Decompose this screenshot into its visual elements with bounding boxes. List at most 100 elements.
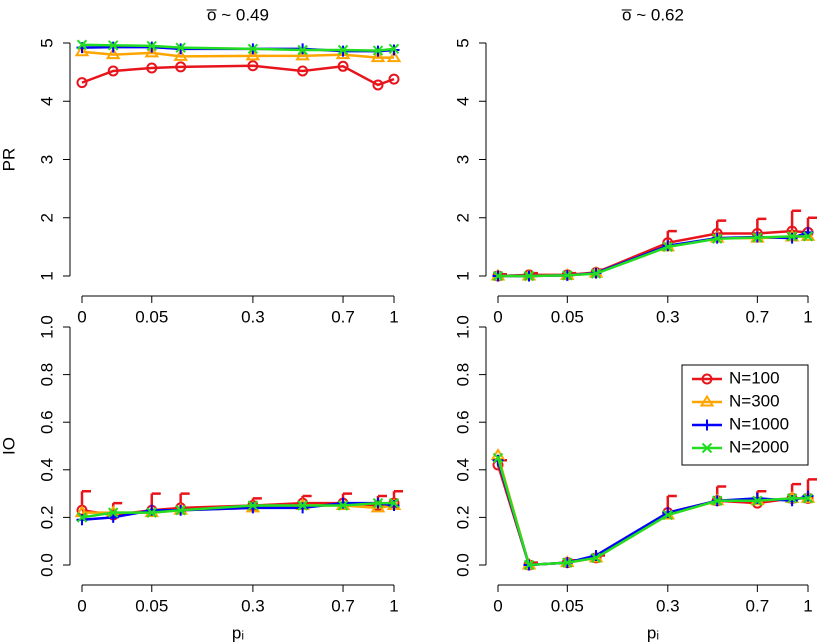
marker — [711, 233, 723, 244]
y-tick-label: 2 — [453, 213, 472, 222]
x-tick-label: 1 — [389, 307, 398, 326]
marker — [337, 60, 349, 72]
y-tick-label: 0.6 — [37, 410, 56, 434]
marker — [74, 44, 90, 57]
y-axis-label: IO — [0, 437, 18, 455]
marker — [562, 270, 573, 281]
marker — [388, 497, 400, 509]
marker — [76, 512, 88, 523]
marker — [562, 557, 573, 568]
marker — [107, 507, 119, 518]
marker — [590, 268, 602, 279]
marker — [337, 500, 349, 511]
marker — [245, 48, 261, 61]
y-tick-label: 0.6 — [453, 410, 472, 434]
y-tick-label: 4 — [37, 97, 56, 106]
marker — [492, 270, 504, 282]
y-tick-label: 1.0 — [453, 315, 472, 339]
x-tick-label: 0.3 — [241, 307, 265, 326]
marker — [146, 40, 157, 52]
marker — [386, 50, 402, 63]
marker — [370, 50, 386, 63]
x-tick-label: 1 — [803, 596, 812, 615]
series-line — [81, 50, 394, 59]
marker — [802, 493, 814, 504]
marker — [388, 43, 400, 55]
marker — [802, 231, 814, 242]
marker — [175, 505, 186, 516]
y-tick-label: 4 — [453, 97, 472, 106]
marker — [247, 43, 259, 55]
marker — [175, 42, 186, 53]
y-tick-label: 0.2 — [453, 506, 472, 530]
y-tick-label: 0.0 — [37, 553, 56, 577]
series-line — [81, 64, 395, 87]
marker — [297, 44, 308, 56]
legend-label: N=300 — [729, 391, 780, 410]
y-tick-label: 3 — [453, 155, 472, 164]
marker — [247, 500, 259, 511]
panel-title: o̅ ~ 0.49 — [207, 5, 269, 24]
marker — [297, 65, 309, 77]
marker — [523, 270, 535, 282]
x-tick-label: 0.05 — [135, 596, 168, 615]
marker — [146, 507, 157, 518]
legend-label: N=100 — [729, 368, 780, 387]
y-tick-label: 0.8 — [453, 363, 472, 387]
marker — [372, 45, 384, 56]
marker — [786, 232, 798, 244]
error-bar — [790, 209, 802, 232]
x-tick-label: 0.05 — [551, 307, 584, 326]
x-tick-label: 0 — [493, 596, 502, 615]
marker — [523, 559, 535, 571]
marker — [662, 241, 674, 253]
y-tick-label: 0.4 — [37, 458, 56, 482]
legend-label: N=1000 — [729, 414, 789, 433]
marker — [247, 60, 259, 72]
marker — [173, 48, 188, 61]
series-line — [496, 464, 808, 567]
x-tick-label: 0.3 — [656, 596, 680, 615]
marker — [337, 44, 349, 56]
marker — [297, 500, 308, 511]
y-tick-label: 5 — [453, 38, 472, 47]
x-tick-label: 1 — [803, 307, 812, 326]
marker — [492, 452, 504, 464]
marker — [786, 493, 798, 504]
y-tick-label: 5 — [37, 38, 56, 47]
y-axis-label: PR — [0, 148, 18, 172]
x-tick-label: 0.7 — [331, 307, 355, 326]
x-tick-label: 0 — [77, 596, 86, 615]
series-line — [496, 455, 808, 567]
panel-title: o̅ ~ 0.62 — [622, 5, 684, 24]
marker — [701, 442, 713, 454]
marker — [144, 45, 160, 58]
marker — [107, 41, 119, 53]
y-tick-label: 0.4 — [453, 458, 472, 482]
y-tick-label: 1 — [453, 271, 472, 280]
marker — [107, 65, 119, 77]
y-tick-label: 0.8 — [37, 363, 56, 387]
x-tick-label: 0 — [493, 307, 502, 326]
x-tick-label: 1 — [389, 596, 398, 615]
x-tick-label: 0 — [77, 307, 86, 326]
marker — [590, 552, 602, 564]
marker — [295, 48, 310, 61]
marker — [146, 62, 158, 74]
marker — [372, 497, 384, 509]
marker — [752, 495, 763, 506]
x-tick-label: 0.7 — [331, 596, 355, 615]
y-tick-label: 1.0 — [37, 315, 56, 339]
marker — [699, 394, 715, 407]
marker — [701, 373, 713, 385]
y-tick-label: 2 — [37, 213, 56, 222]
x-tick-label: 0.7 — [746, 307, 770, 326]
series-line — [496, 459, 809, 567]
x-axis-label: pᵢ — [647, 623, 659, 642]
marker — [388, 73, 400, 85]
marker — [76, 39, 88, 50]
marker — [105, 47, 121, 60]
x-tick-label: 0.7 — [746, 596, 770, 615]
marker — [752, 232, 763, 243]
